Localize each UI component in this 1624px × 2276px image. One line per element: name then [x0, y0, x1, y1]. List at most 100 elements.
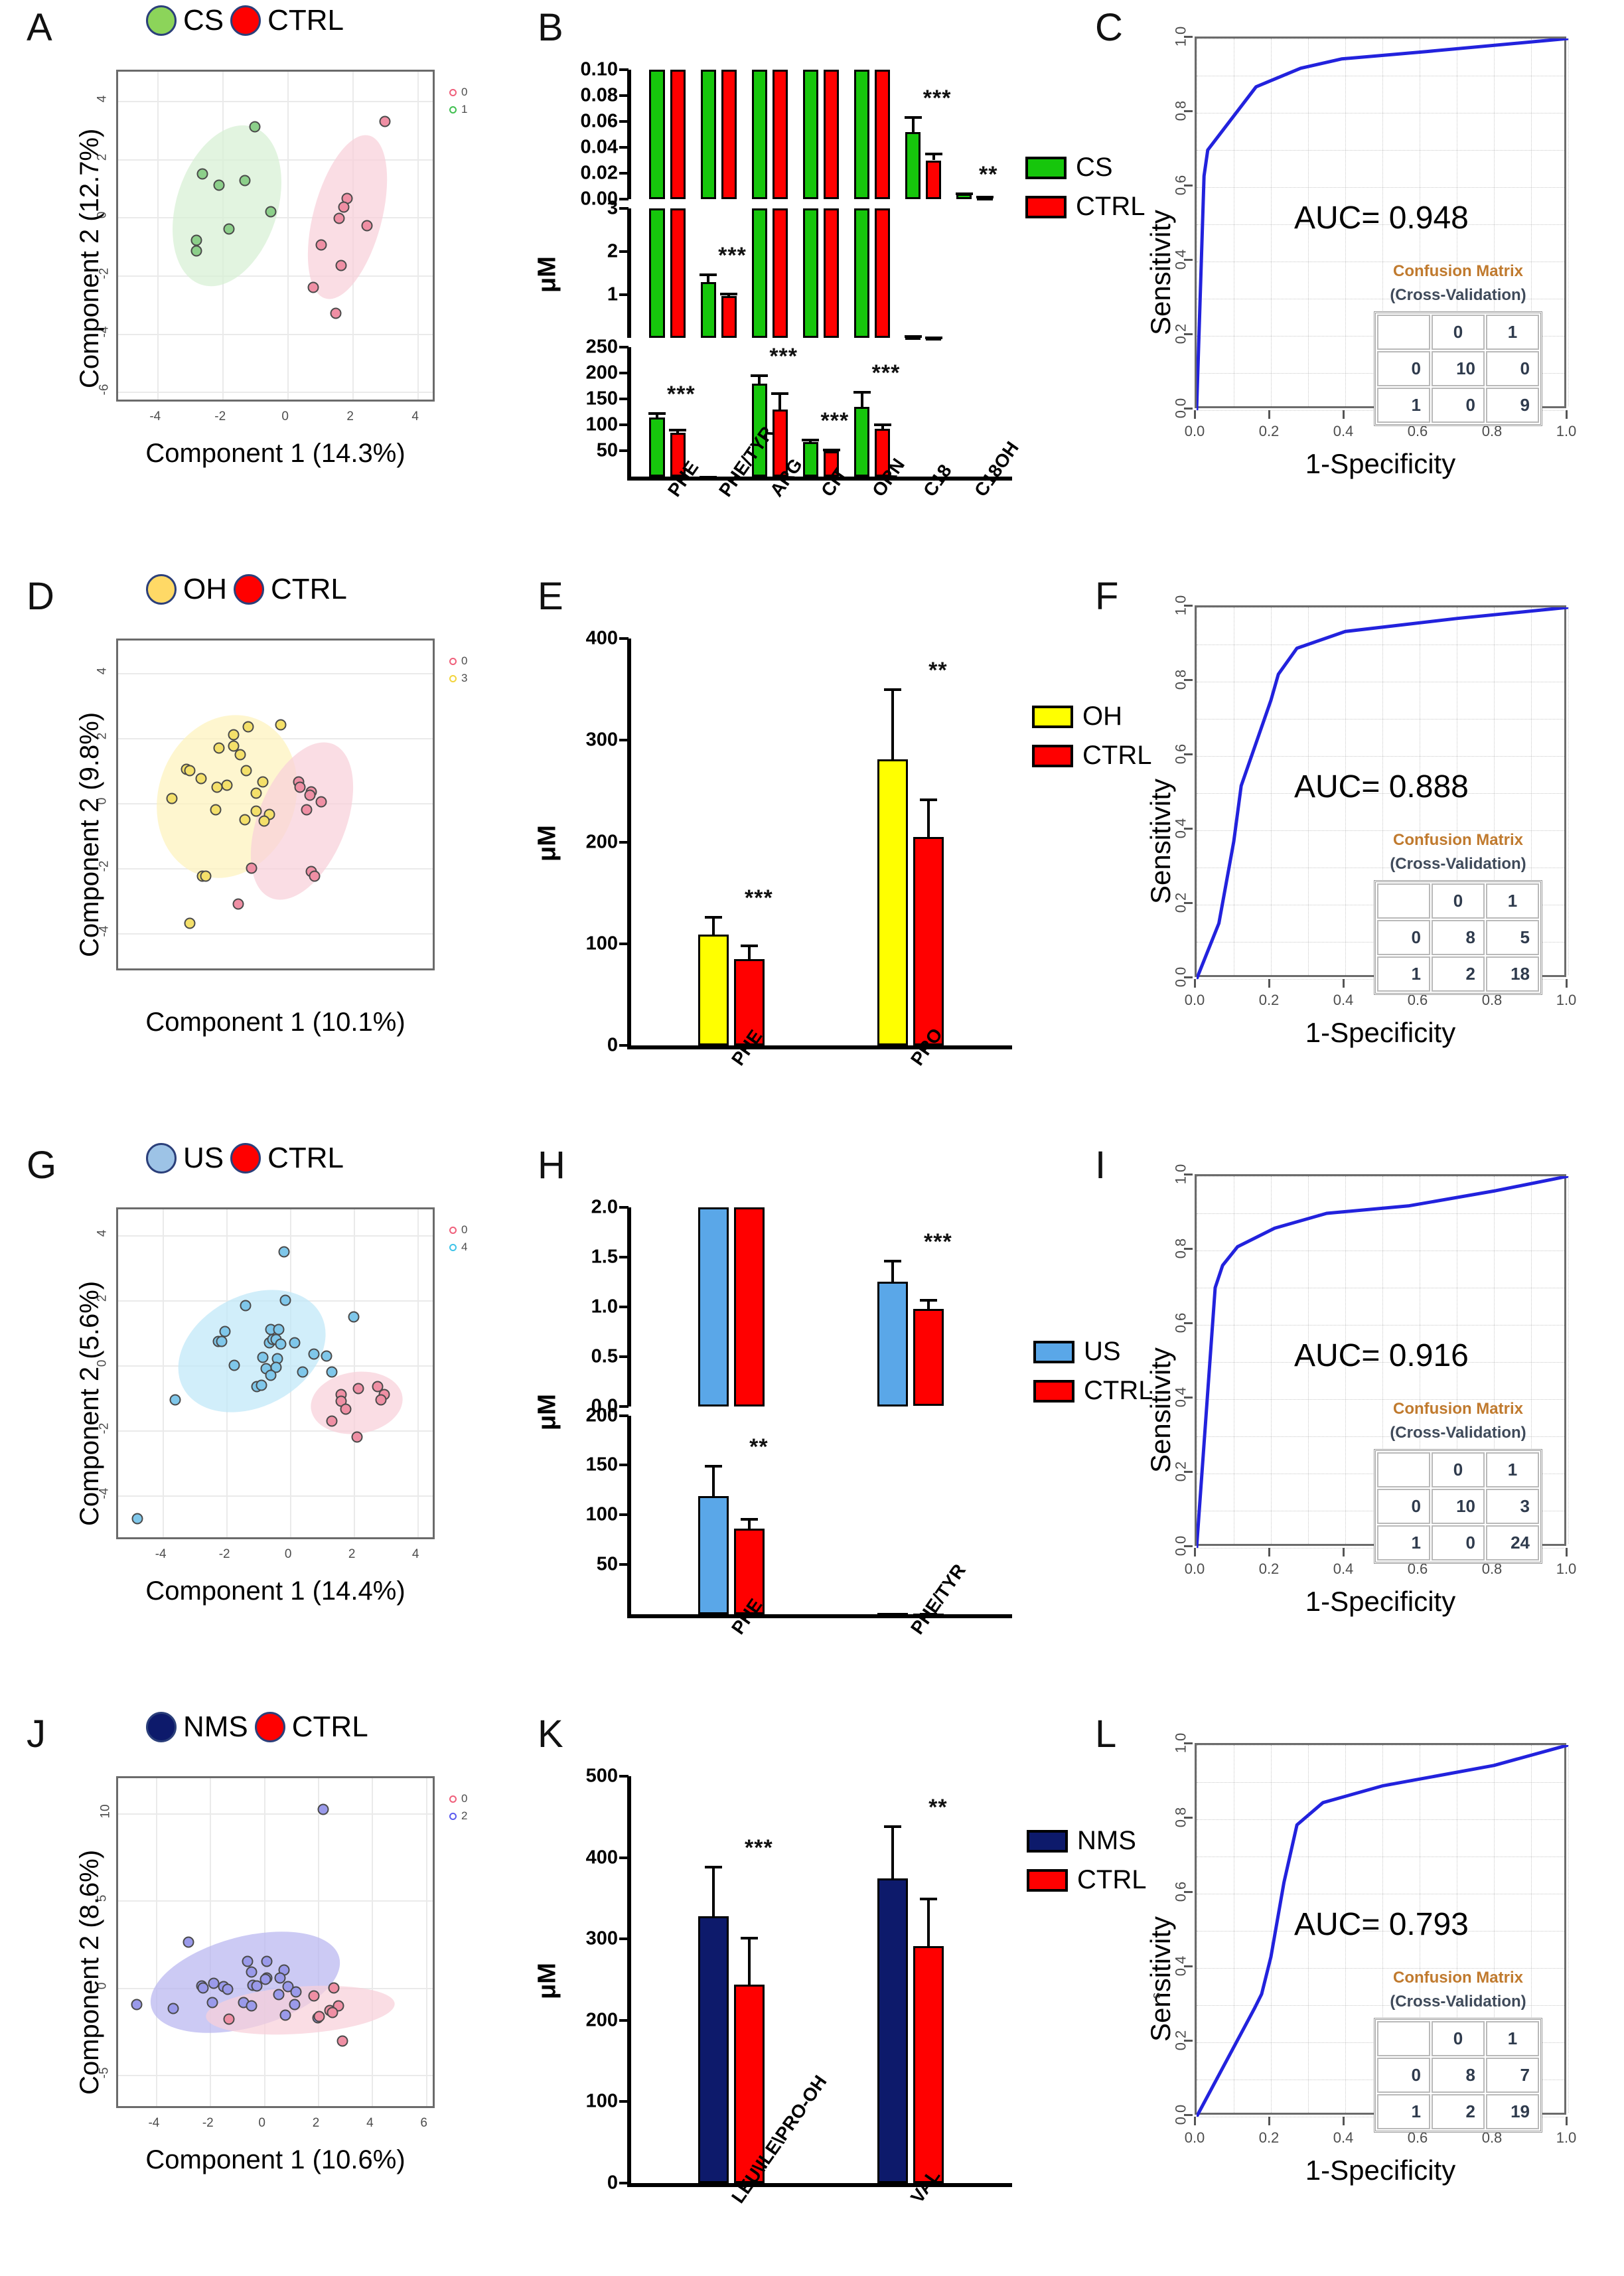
scatter-point	[348, 1311, 360, 1323]
scatter-point	[242, 1955, 254, 1967]
scatter-point	[213, 742, 225, 754]
gridline-horizontal	[118, 100, 433, 102]
confusion-matrix-row: 1 2 19	[1377, 2094, 1539, 2129]
roc-y-tickmark	[1184, 1545, 1193, 1547]
roc-x-axis-label: 1-Specificity	[1305, 1017, 1456, 1048]
scatter-point	[169, 1394, 181, 1406]
y-axis-tick-label: 100	[585, 2090, 618, 2112]
y-axis-tick-label: 0.04	[580, 136, 618, 158]
confusion-matrix-cell: 2	[1432, 956, 1485, 992]
roc-gridline-horizontal-minor	[1197, 1213, 1564, 1215]
roc-gridline-vertical-minor	[1308, 38, 1309, 406]
roc-gridline-horizontal-minor	[1197, 1288, 1564, 1289]
bar-cs	[802, 208, 818, 338]
scatter-point	[258, 815, 270, 827]
y-axis-tickmark	[619, 1775, 628, 1778]
scatter-point	[234, 749, 246, 761]
y-axis-tick-label: 50	[596, 439, 618, 461]
scatter-point	[289, 1337, 301, 1349]
y-axis-tick-label: 0.0	[591, 1395, 618, 1416]
roc-x-tickmark	[1268, 979, 1270, 988]
roc-y-tickmark	[1184, 902, 1193, 904]
panel-label-B: B	[538, 6, 563, 49]
roc-gridline-vertical-minor	[1308, 1176, 1309, 1544]
panel-label-L: L	[1095, 1712, 1117, 1756]
y-axis-tick-label: 300	[585, 1928, 618, 1949]
mini-legend-marker	[449, 657, 457, 665]
roc-y-tick-label: 0.8	[1172, 100, 1189, 121]
bar-nms	[877, 1878, 908, 2183]
error-bar-cap	[822, 448, 840, 451]
scatter-point	[307, 281, 319, 293]
x-axis-line	[627, 477, 1012, 481]
error-bar-cap	[771, 392, 789, 395]
error-bar	[712, 916, 715, 935]
roc-gridline-vertical	[1420, 607, 1421, 975]
roc-gridline-vertical	[1345, 1176, 1347, 1544]
confusion-matrix-cell: 1	[1377, 388, 1430, 423]
roc-gridline-vertical-minor	[1234, 607, 1235, 975]
x-axis-tick: -2	[202, 2116, 214, 2130]
error-bar-cap	[904, 335, 922, 338]
y-axis-tick-label: 150	[585, 1454, 618, 1476]
roc-x-tickmark	[1343, 1548, 1345, 1556]
panel-label-D: D	[27, 575, 54, 618]
scatter-point	[265, 1369, 277, 1381]
x-axis-tick: 6	[420, 2116, 428, 2130]
roc-gridline-vertical	[1271, 1745, 1272, 2113]
confusion-matrix-cell: 1	[1377, 1525, 1430, 1560]
y-axis-tick-label: 100	[585, 414, 618, 435]
roc-y-tickmark	[1184, 333, 1193, 335]
bar-cs	[649, 70, 665, 199]
y-axis-tick-label: 300	[585, 729, 618, 751]
y-axis-tickmark	[619, 423, 628, 426]
significance-marker: ***	[924, 1229, 952, 1255]
roc-gridline-vertical	[1271, 38, 1272, 406]
significance-marker: **	[928, 1794, 948, 1820]
error-bar-cap	[924, 336, 942, 339]
error-bar-cap	[920, 1613, 937, 1616]
roc-gridline-vertical-minor	[1382, 1176, 1384, 1544]
roc-y-tickmark	[1184, 753, 1193, 755]
gridline-horizontal	[118, 2075, 433, 2077]
y-axis-tickmark	[619, 1937, 628, 1941]
roc-gridline-vertical	[1494, 607, 1495, 975]
scatter-point	[228, 729, 240, 741]
scatter-point	[223, 223, 235, 235]
significance-marker: ***	[820, 408, 849, 434]
y-axis-tickmark	[619, 207, 628, 210]
roc-y-tick-label: 0.6	[1172, 175, 1189, 196]
error-bar	[748, 1517, 751, 1529]
y-axis-tick-label: 200	[585, 1404, 618, 1426]
error-bar-cap	[720, 292, 738, 295]
y-axis-tickmark	[619, 250, 628, 253]
roc-y-tickmark	[1184, 1817, 1193, 1819]
bar-us	[698, 1495, 729, 1614]
category-label: C18OH	[970, 437, 1023, 500]
y-axis-tickmark	[619, 1355, 628, 1358]
roc-gridline-vertical	[1420, 38, 1421, 406]
mini-legend-label: 0	[461, 86, 468, 98]
scatter-point	[333, 212, 345, 224]
y-axis-tickmark	[619, 146, 628, 149]
roc-gridline-vertical-minor	[1457, 1176, 1458, 1544]
significance-marker: **	[749, 1434, 769, 1460]
error-bar-cap	[705, 1465, 722, 1468]
x-axis-tick: 4	[411, 410, 419, 423]
gridline-vertical	[287, 72, 289, 400]
bar-cs	[802, 70, 818, 199]
scatter-point	[240, 1300, 252, 1312]
bar-us	[877, 1282, 908, 1406]
roc-y-tickmark	[1184, 679, 1193, 681]
x-axis-tick: 2	[312, 2116, 320, 2130]
x-axis-tick: 0	[258, 2116, 265, 2130]
roc-gridline-horizontal	[1197, 756, 1564, 757]
roc-x-tickmark	[1268, 410, 1270, 419]
roc-gridline-vertical-minor	[1308, 607, 1309, 975]
legend-dot-ctrl	[234, 574, 264, 605]
y-axis-tickmark	[619, 172, 628, 175]
roc-x-tick-label: 0.0	[1184, 423, 1205, 439]
